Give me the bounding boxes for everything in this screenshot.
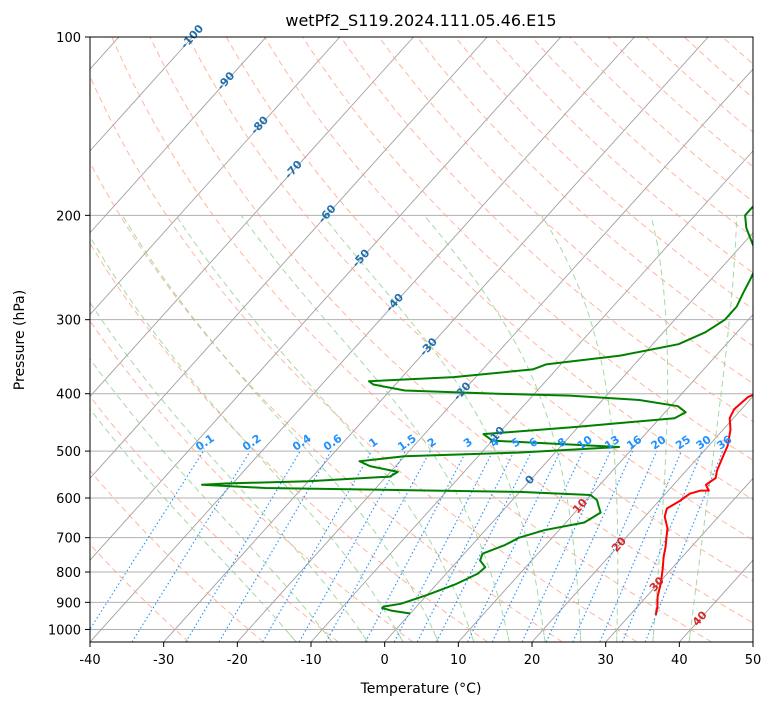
dry-adiabat-line	[761, 37, 775, 642]
isotherm-line	[90, 37, 562, 561]
y-tick-label: 800	[56, 566, 81, 581]
grid-layer	[90, 37, 775, 642]
isotherm-line	[384, 232, 753, 642]
mixing-ratio-line	[262, 450, 373, 642]
isotherm-line	[310, 150, 753, 642]
dry-adiabat-line	[149, 37, 753, 624]
dry-adiabat-line	[90, 395, 339, 642]
series-layer	[201, 205, 753, 616]
mixing-ratio-line	[325, 450, 431, 642]
isotherm-line	[605, 477, 753, 642]
mixing-ratio-line	[90, 450, 204, 631]
x-tick-label: -20	[227, 653, 248, 668]
x-tick-label: -10	[300, 653, 321, 668]
dry-adiabat-line	[416, 37, 753, 347]
x-tick-label: 10	[450, 653, 467, 668]
isotherm-line	[90, 37, 488, 479]
x-tick-label: 30	[597, 653, 614, 668]
x-axis-title: Temperature (°C)	[360, 681, 482, 697]
isotherm-line	[457, 313, 753, 642]
isotherm-line	[90, 37, 267, 234]
dry-adiabat-line	[90, 469, 264, 642]
moist-adiabat-line	[90, 235, 404, 642]
isotherm-line	[531, 395, 753, 642]
temperature-profile-line	[654, 393, 753, 616]
isotherm-line	[90, 37, 341, 316]
isotherm-line	[236, 68, 753, 642]
dry-adiabat-line	[454, 37, 753, 310]
moist-adiabat-line	[240, 215, 510, 642]
moist-adiabat-line	[650, 215, 669, 642]
isotherm-line	[90, 37, 193, 152]
y-tick-label: 1000	[48, 623, 81, 638]
moist-adiabat-line	[90, 408, 297, 642]
chart-title: wetPf2_S119.2024.111.05.46.E15	[285, 11, 556, 31]
moist-adiabat-line	[423, 214, 582, 642]
moist-adiabat-line	[90, 301, 369, 642]
mixing-ratio-line	[218, 450, 332, 642]
y-tick-label: 900	[56, 596, 81, 611]
dry-adiabat-line	[111, 37, 712, 642]
axes-layer: -40 -30 -20 -10 0 10 20 30 40 50 100 200 300 400 500 60…	[48, 31, 761, 668]
mixing-ratio-line	[298, 450, 406, 642]
dry-adiabat-line	[90, 242, 488, 642]
y-tick-label: 200	[56, 209, 81, 224]
moist-adiabat-line	[541, 215, 619, 642]
x-tick-label: -40	[79, 653, 100, 668]
isotherm-line	[163, 37, 709, 642]
y-tick-label: 400	[56, 388, 81, 403]
mixing-ratio-line	[545, 450, 634, 642]
moist-adiabat-line	[90, 358, 333, 642]
dewpoint-profile-line	[201, 205, 753, 615]
moist-adiabat-line	[175, 215, 475, 642]
mixing-ratio-line	[491, 450, 584, 642]
y-tick-label: 300	[56, 314, 81, 329]
plot-frame	[89, 36, 754, 643]
x-tick-label: 40	[671, 653, 688, 668]
y-tick-label: 700	[56, 532, 81, 547]
x-tick-label: 50	[745, 653, 762, 668]
y-axis-title: Pressure (hPa)	[12, 290, 28, 390]
x-tick-label: 20	[524, 653, 541, 668]
mixing-ratio-line	[599, 450, 682, 642]
x-tick-label: -30	[153, 653, 174, 668]
dry-adiabat-line	[90, 543, 190, 642]
y-tick-label: 100	[56, 31, 81, 46]
plot-background	[90, 37, 753, 642]
moist-adiabat-line	[122, 215, 439, 642]
isotherm-line	[90, 37, 635, 642]
mixing-ratio-line	[521, 450, 611, 642]
dry-adiabat-line	[90, 161, 563, 642]
moist-adiabat-line	[688, 215, 738, 642]
y-tick-label: 500	[56, 445, 81, 460]
mixing-ratio-line	[621, 450, 703, 642]
mixing-ratio-line	[572, 450, 658, 642]
isotherm-line	[752, 641, 753, 642]
x-tick-label: 0	[381, 653, 389, 668]
isotherm-line	[90, 37, 414, 398]
mixing-ratio-line	[467, 450, 561, 642]
y-tick-label: 600	[56, 492, 81, 507]
mixing-ratio-line	[131, 450, 251, 642]
